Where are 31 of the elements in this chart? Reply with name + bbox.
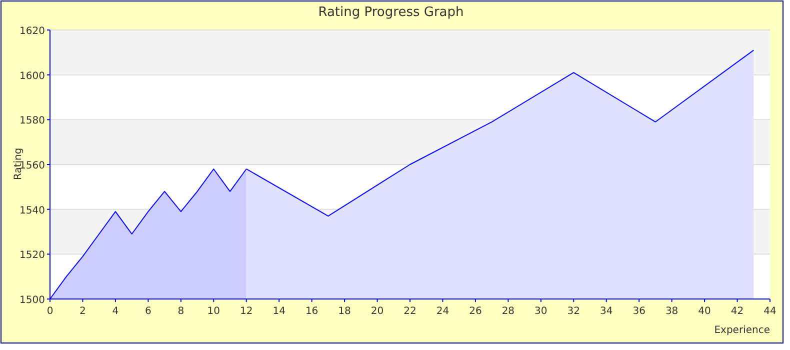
x-tick-label: 42: [730, 306, 744, 317]
x-tick-label: 26: [469, 306, 482, 317]
y-tick-label: 1540: [20, 205, 45, 216]
x-tick-label: 4: [112, 306, 119, 317]
x-tick-label: 36: [632, 306, 646, 317]
x-tick-label: 14: [272, 306, 286, 317]
x-tick-label: 18: [338, 306, 351, 317]
x-tick-label: 8: [178, 306, 184, 317]
x-tick-label: 10: [207, 306, 220, 317]
y-tick-label: 1520: [20, 250, 45, 262]
y-tick-label: 1580: [20, 116, 45, 127]
x-tick-label: 6: [144, 306, 152, 317]
chart-title: Rating Progress Graph: [318, 5, 464, 20]
x-tick-label: 0: [46, 306, 54, 317]
x-tick-label: 32: [567, 306, 580, 317]
x-tick-label: 12: [240, 306, 253, 317]
x-tick-label: 2: [80, 306, 86, 317]
y-tick-label: 1500: [20, 295, 45, 306]
x-tick-label: 40: [698, 306, 711, 317]
x-axis-title: Experience: [714, 325, 770, 336]
y-tick-label: 1620: [20, 26, 45, 37]
x-tick-label: 22: [404, 306, 416, 317]
y-tick-label: 1600: [20, 70, 45, 82]
x-tick-label: 20: [370, 306, 384, 317]
x-tick-label: 38: [665, 306, 678, 317]
x-tick-label: 28: [502, 306, 515, 317]
x-tick-label: 34: [600, 306, 613, 317]
x-tick-label: 16: [305, 306, 318, 317]
x-tick-label: 24: [436, 306, 450, 317]
x-tick-label: 44: [764, 306, 776, 317]
x-tick-label: 30: [534, 306, 548, 317]
